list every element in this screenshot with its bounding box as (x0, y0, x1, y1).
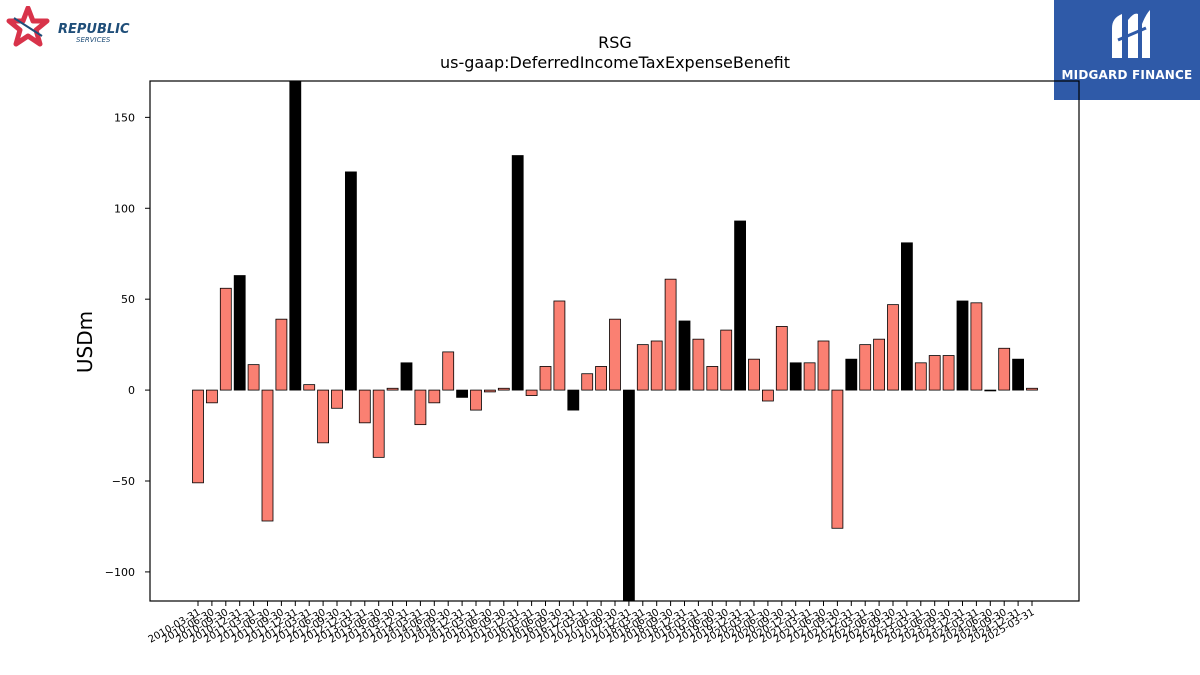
logo-text-sub: SERVICES (76, 36, 111, 44)
bar (942, 355, 955, 391)
bar (956, 300, 969, 391)
bar (901, 242, 913, 391)
bar (456, 389, 469, 398)
plot-frame (149, 80, 1080, 602)
bar (970, 302, 983, 391)
bar (470, 389, 482, 411)
midgard-finance-logo: MIDGARD FINANCE (1054, 0, 1200, 100)
bar (789, 362, 802, 391)
bar (219, 287, 232, 391)
y-tick-label: 50 (121, 293, 135, 306)
bar (928, 355, 941, 391)
y-axis-label: USDm (73, 311, 97, 373)
bar (595, 366, 607, 391)
bar (845, 358, 858, 391)
chart-title: RSG (598, 33, 632, 52)
bar (998, 347, 1011, 391)
bar (581, 373, 594, 391)
bar (233, 275, 246, 391)
bar (609, 318, 621, 391)
bar (372, 389, 385, 458)
bar (567, 389, 580, 411)
bar (205, 389, 218, 404)
bar (984, 389, 997, 392)
bar (1012, 358, 1024, 391)
bar (386, 387, 399, 391)
bar (887, 304, 899, 391)
bar (247, 364, 260, 391)
bar (803, 362, 816, 391)
bar (623, 389, 635, 602)
bar (442, 351, 455, 391)
y-tick-label: −100 (105, 566, 135, 579)
bar (525, 389, 538, 396)
bars-group (192, 80, 1038, 602)
midgard-finance-text: MIDGARD FINANCE (1061, 68, 1193, 82)
logo-text-main: REPUBLIC (58, 22, 130, 37)
bar (692, 338, 705, 391)
bar (636, 344, 649, 391)
bar (748, 358, 760, 391)
chart-subtitle: us-gaap:DeferredIncomeTaxExpenseBenefit (440, 53, 790, 72)
bar (344, 171, 357, 391)
y-tick-label: −50 (112, 475, 135, 488)
bar (358, 389, 371, 424)
bar (261, 389, 274, 522)
bar (734, 220, 746, 391)
bar (762, 389, 774, 402)
y-tick-label: 150 (114, 111, 135, 124)
bar (553, 300, 566, 391)
y-tick-label: 100 (114, 202, 135, 215)
bar (539, 366, 552, 391)
midgard-emblem-icon (1112, 10, 1150, 59)
bar (664, 278, 677, 391)
bar (914, 362, 927, 391)
bar (303, 384, 316, 391)
bar (497, 387, 510, 391)
bar (831, 389, 844, 529)
bar (775, 326, 788, 391)
bar (650, 340, 663, 391)
bar (289, 80, 302, 391)
bar (511, 155, 524, 391)
bar (483, 389, 496, 393)
bar (1026, 387, 1038, 391)
bar (678, 320, 691, 391)
bar (192, 389, 204, 484)
bar (414, 389, 427, 426)
bar (859, 344, 872, 391)
bar (706, 366, 719, 391)
bar (317, 389, 330, 444)
republic-services-logo: REPUBLIC SERVICES (6, 6, 130, 47)
bar (873, 338, 885, 391)
star-icon (6, 6, 50, 47)
bar (428, 389, 441, 404)
bar (817, 340, 830, 391)
bar (720, 329, 733, 391)
bar (331, 389, 343, 409)
y-tick-label: 0 (128, 384, 135, 397)
x-ticks-group: 2010-03-312010-06-302010-09-302010-12-31… (147, 601, 1037, 646)
y-ticks-group: −100 −50 0 50 100 150 (105, 111, 150, 579)
bar (400, 362, 413, 391)
bar (275, 318, 288, 391)
